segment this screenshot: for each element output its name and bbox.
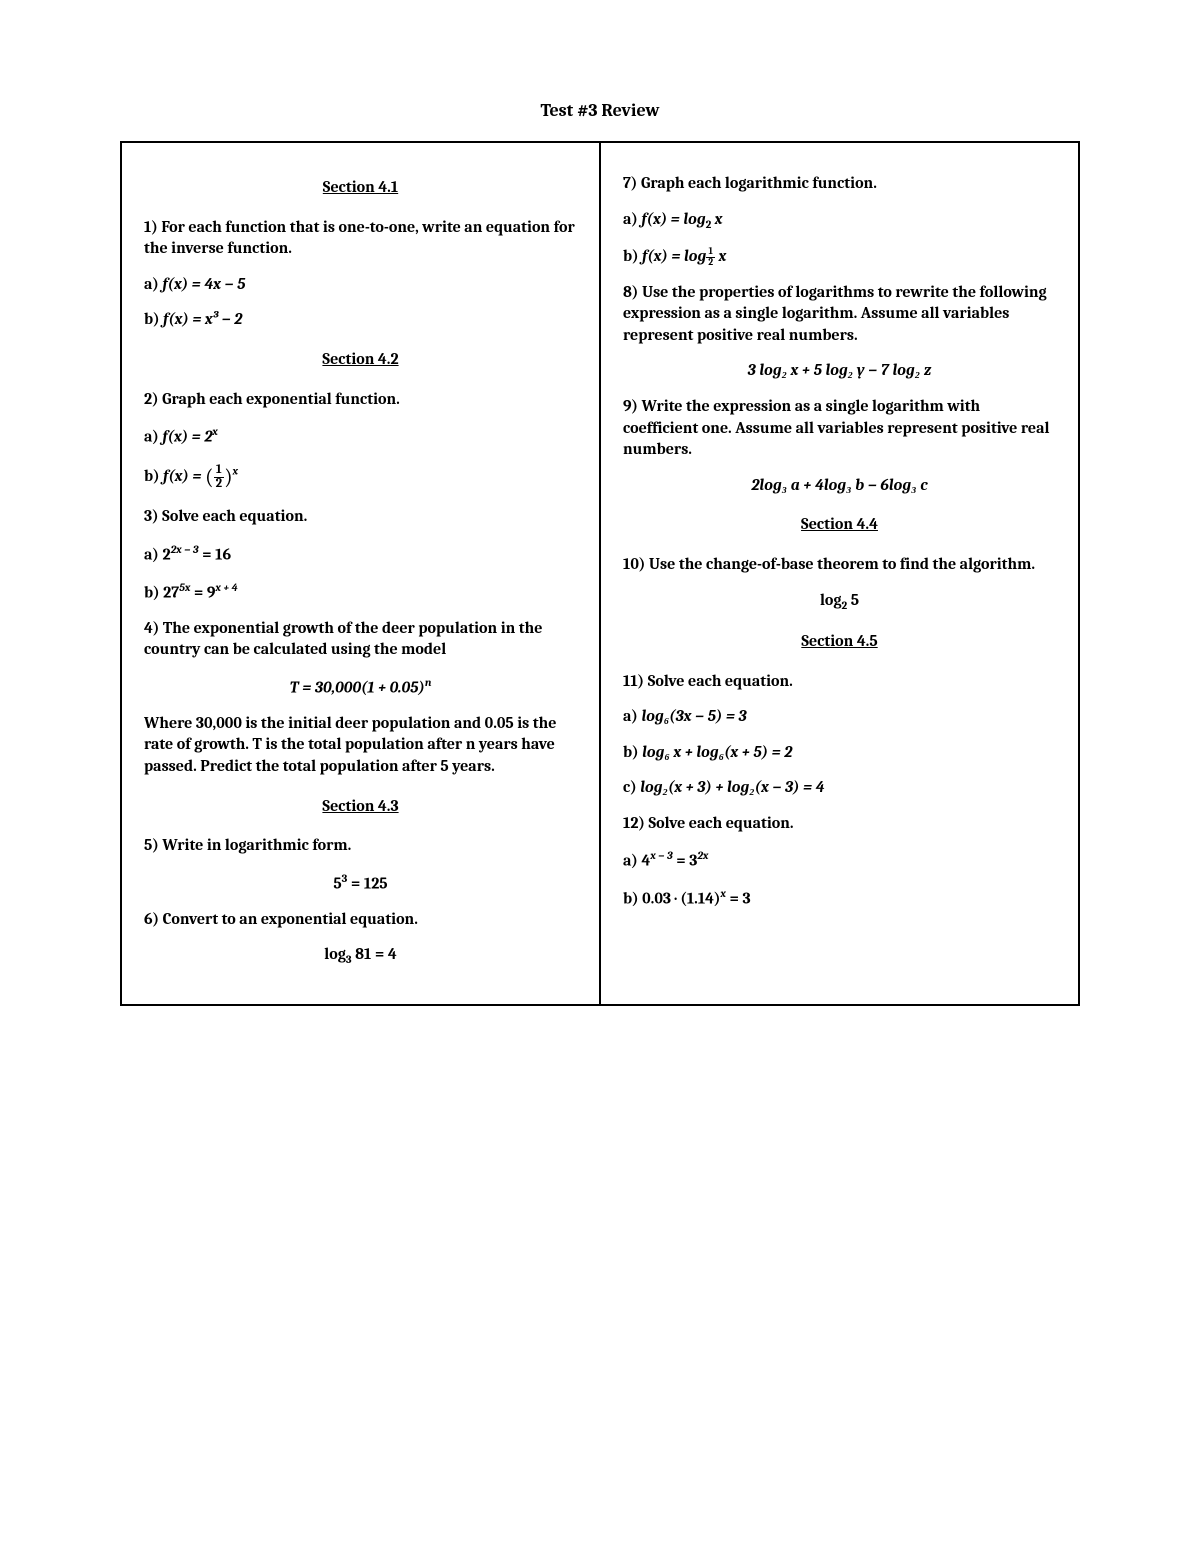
sup: 5x [179, 581, 190, 594]
section-4-1-header: Section 4.1 [144, 177, 577, 199]
pre: log [820, 591, 842, 609]
question-3: 3) Solve each equation. [144, 506, 577, 528]
question-11b: b) log₆ x + log₆(x + 5) = 2 [623, 742, 1056, 764]
rparen: ) [224, 464, 233, 490]
sup: 2x − 3 [171, 543, 199, 556]
expr: log₆ x + log₆(x + 5) = 2 [642, 743, 792, 761]
expr: log₂(x + 3) + log₂(x − 3) = 4 [640, 778, 824, 796]
question-8: 8) Use the properties of logarithms to r… [623, 282, 1056, 347]
section-4-4-header: Section 4.4 [623, 514, 1056, 536]
label: a) [144, 427, 162, 445]
left-column: Section 4.1 1) For each function that is… [122, 143, 601, 1004]
label: c) [623, 778, 640, 796]
document-page: Test #3 Review Section 4.1 1) For each f… [0, 0, 1200, 1256]
pre: 0.03 · (1.14) [642, 890, 720, 908]
label: b) [623, 247, 642, 265]
sup2: 2x [697, 849, 708, 862]
expr-pre: f(x) = 2 [162, 427, 212, 445]
fraction: 12 [706, 247, 715, 267]
question-1a: a) f(x) = 4x − 5 [144, 274, 577, 296]
expr: f(x) = 4x − 5 [162, 275, 245, 293]
question-11c: c) log₂(x + 3) + log₂(x − 3) = 4 [623, 777, 1056, 799]
question-12: 12) Solve each equation. [623, 813, 1056, 835]
question-4: 4) The exponential growth of the deer po… [144, 618, 577, 661]
question-10-equation: log2 5 [623, 590, 1056, 613]
section-4-5-header: Section 4.5 [623, 631, 1056, 653]
sup: x − 3 [650, 849, 672, 862]
question-6: 6) Convert to an exponential equation. [144, 909, 577, 931]
expr: log₆(3x − 5) = 3 [641, 707, 746, 725]
question-6-equation: log3 81 = 4 [144, 944, 577, 967]
label: b) [623, 743, 642, 761]
label: b) [144, 467, 163, 485]
question-4-equation: T = 30,000(1 + 0.05)n [144, 675, 577, 699]
post: = 3 [726, 890, 751, 908]
den: 2 [214, 478, 225, 491]
right-column: 7) Graph each logarithmic function. a) f… [601, 143, 1078, 1004]
sup: x [233, 465, 238, 478]
question-3b: b) 275x = 9x + 4 [144, 580, 577, 604]
question-2a: a) f(x) = 2x [144, 424, 577, 448]
page-title: Test #3 Review [120, 100, 1080, 121]
question-1: 1) For each function that is one-to-one,… [144, 217, 577, 260]
label: b) [623, 890, 642, 908]
expr-sup: x [212, 425, 217, 438]
question-12b: b) 0.03 · (1.14)x = 3 [623, 886, 1056, 910]
lparen: ( [205, 464, 214, 490]
question-7b: b) f(x) = log12 x [623, 246, 1056, 268]
label: a) [623, 707, 641, 725]
question-5: 5) Write in logarithmic form. [144, 835, 577, 857]
question-2b: b) f(x) = (12)x [144, 462, 577, 492]
question-7a: a) f(x) = log2 x [623, 209, 1056, 232]
label: a) [623, 852, 641, 870]
question-2: 2) Graph each exponential function. [144, 389, 577, 411]
rhs: 81 = 4 [352, 945, 397, 963]
question-9: 9) Write the expression as a single loga… [623, 396, 1056, 461]
base: 4 [641, 852, 650, 870]
mid: = 9 [190, 583, 215, 601]
question-7: 7) Graph each logarithmic function. [623, 173, 1056, 195]
question-12a: a) 4x − 3 = 32x [623, 848, 1056, 872]
den: 2 [706, 258, 715, 268]
pre: f(x) = log [642, 247, 706, 265]
label: b) [144, 310, 163, 328]
question-4-post: Where 30,000 is the initial deer populat… [144, 713, 577, 778]
base: 27 [163, 583, 179, 601]
expr: f(x) = x³ − 2 [163, 310, 242, 328]
question-3a: a) 22x − 3 = 16 [144, 542, 577, 566]
post: x [711, 210, 722, 228]
base: 5 [333, 874, 341, 892]
pre: f(x) = [163, 467, 205, 485]
question-9-equation: 2log₃ a + 4log₃ b − 6log₃ c [623, 475, 1056, 497]
label: a) [144, 545, 162, 563]
section-4-3-header: Section 4.3 [144, 796, 577, 818]
sup2: x + 4 [215, 581, 237, 594]
sup: n [425, 676, 432, 689]
question-8-equation: 3 log₂ x + 5 log₂ y − 7 log₂ z [623, 360, 1056, 382]
label: b) [144, 583, 163, 601]
post: 5 [847, 591, 859, 609]
question-11a: a) log₆(3x − 5) = 3 [623, 706, 1056, 728]
question-1b: b) f(x) = x³ − 2 [144, 309, 577, 331]
mid: = 3 [673, 852, 698, 870]
rhs: = 16 [199, 545, 231, 563]
rhs: = 125 [347, 874, 387, 892]
pre: f(x) = log [641, 210, 705, 228]
pre: T = 30,000(1 + 0.05) [290, 678, 425, 696]
base: 2 [162, 545, 170, 563]
label: a) [623, 210, 641, 228]
fraction: 12 [214, 464, 225, 491]
question-11: 11) Solve each equation. [623, 671, 1056, 693]
label: a) [144, 275, 162, 293]
question-5-equation: 53 = 125 [144, 871, 577, 895]
pre: log [324, 945, 346, 963]
content-frame: Section 4.1 1) For each function that is… [120, 141, 1080, 1006]
section-4-2-header: Section 4.2 [144, 349, 577, 371]
post: x [715, 247, 726, 265]
question-10: 10) Use the change-of-base theorem to fi… [623, 554, 1056, 576]
